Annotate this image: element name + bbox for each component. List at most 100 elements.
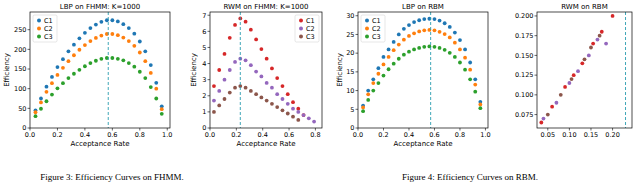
point [94,36,98,40]
point [604,42,608,46]
point [45,99,49,103]
point [312,120,316,124]
point [587,54,591,58]
point [121,36,125,40]
title: RWM on FHMM: K=1000 [224,3,309,11]
x-tick-label: 0.4 [80,131,90,139]
point [88,61,92,65]
x-tick-label: 0.6 [284,131,294,139]
point [458,61,462,65]
point [598,34,602,38]
point [254,92,258,96]
y-tick [356,53,359,54]
point [50,81,54,85]
point [275,76,279,80]
y-tick [28,49,31,50]
point [116,57,120,61]
point [72,72,76,76]
point [88,39,92,43]
plot-area [34,12,164,128]
point [160,107,164,111]
x-tick-label: 0.15 [584,131,598,139]
point [422,28,426,32]
point [94,59,98,63]
point [212,99,216,103]
y-tick [535,35,538,36]
point [275,92,279,96]
y-tick [208,128,211,129]
y-tick-label: 4 [202,60,206,68]
y-tick [356,71,359,72]
point [56,65,60,69]
point [366,98,370,102]
point [438,30,442,34]
legend-label: C2 [44,25,53,33]
x-tick-label: 0.2 [378,131,388,139]
legend-marker [299,19,303,23]
y-tick [356,128,359,129]
point [422,45,426,49]
y-tick [208,47,211,48]
y-tick-label: 2 [202,92,206,100]
point [402,53,406,57]
point [217,104,221,108]
point [116,33,120,37]
point [154,81,158,85]
y-tick-label: 100 [14,85,26,93]
title: LBP on FHMM: K=1000 [60,3,140,11]
point [110,18,114,22]
legend-label: C2 [372,25,381,33]
point [83,43,87,47]
point [154,97,158,101]
point [412,20,416,24]
point [94,23,98,27]
point [110,32,114,36]
y-tick-label: 150 [14,65,26,73]
point [443,48,447,52]
point [567,81,571,85]
y-tick [28,88,31,89]
x-tick-label: 0.10 [562,131,576,139]
figure: LBP on FHMM: K=10000.00.20.40.60.81.0050… [0,0,640,186]
y-tick-label: 0.200 [515,12,534,20]
y-tick [208,79,211,80]
y-tick-label: 10 [346,87,354,95]
point [143,76,147,80]
y-tick [28,108,31,109]
y-tick [356,34,359,35]
point [286,102,290,106]
point [254,37,258,41]
frame [537,12,632,128]
x-label: Acceptance Rate [70,140,129,148]
point [50,75,54,79]
y-tick-label: 25 [346,31,354,39]
point [382,55,386,59]
point [61,57,65,61]
y-tick [535,75,538,76]
point [361,109,365,113]
point [366,92,370,96]
point [39,107,43,111]
point [417,18,421,22]
point [72,53,76,57]
point [99,57,103,61]
point [468,61,472,65]
point [259,47,263,51]
point [478,103,482,107]
point [572,73,576,77]
x-tick-label: 0.2 [231,131,241,139]
point [542,117,546,121]
y-tick-label: 6 [202,28,206,36]
legend-box [361,15,385,42]
point [448,36,452,40]
point [443,21,447,25]
point [72,43,76,47]
legend: C1C2C3 [33,15,57,42]
point [270,66,274,70]
point [382,74,386,78]
point [453,31,457,35]
y-tick-label: 200 [14,46,26,54]
caption: Figure 4: Efficiency Curves on RBM. [402,172,538,182]
point [78,68,82,72]
y-tick [208,95,211,96]
